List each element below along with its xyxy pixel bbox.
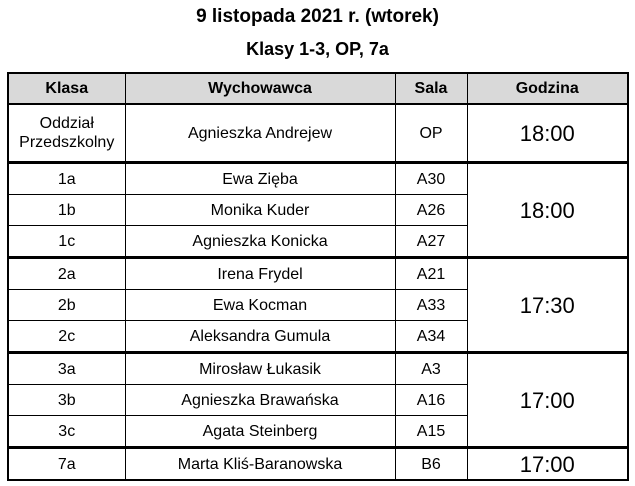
row: Oddział Przedszkolny Agnieszka Andrejew OP… (7, 103, 629, 163)
subtitle: Klasy 1-3, OP, 7a (246, 39, 389, 59)
row: 3b Agnieszka Brawańska A16 (7, 384, 628, 416)
row: 1b Monika Kuder A26 (7, 194, 628, 226)
cell: Marta Kliś-Baranowska (124, 446, 396, 481)
cell: A34 (394, 320, 468, 353)
row: 3a Mirosław Łukasik A3 17:00 (7, 351, 629, 448)
cell: A15 (394, 415, 468, 448)
cell: Aleksandra Gumula (124, 320, 396, 353)
cell: Mirosław Łukasik (124, 351, 396, 385)
cell: Ewa Zięba (124, 161, 396, 195)
cell: 7a (7, 446, 126, 481)
cell: 1a (7, 161, 126, 195)
column-header: Klasa (7, 72, 126, 105)
time-cell: 17:30 (466, 256, 629, 353)
cell: Ewa Kocman (124, 289, 396, 321)
cell: Agata Steinberg (124, 415, 396, 448)
time-cell: 17:00 (466, 351, 629, 448)
cell: OP (394, 103, 468, 163)
cell: 2a (7, 256, 126, 290)
cell: 3b (7, 384, 126, 416)
column-header: Sala (394, 72, 468, 105)
cell: 3c (7, 415, 126, 448)
cell: B6 (394, 446, 468, 481)
row: 1c Agnieszka Konicka A27 (7, 225, 628, 258)
cell: Oddział Przedszkolny (7, 103, 126, 163)
cell: Agnieszka Konicka (124, 225, 396, 258)
cell: Agnieszka Andrejew (124, 103, 396, 163)
row: 1a Ewa Zięba A30 18:00 (7, 161, 629, 258)
time-cell: 18:00 (466, 161, 629, 258)
cell: A3 (394, 351, 468, 385)
row: 3c Agata Steinberg A15 (7, 415, 628, 448)
time-cell: 18:00 (466, 103, 629, 163)
cell: A30 (394, 161, 468, 195)
cell: A33 (394, 289, 468, 321)
header-row: Klasa Wychowawca Sala Godzina (7, 72, 629, 105)
row: 2c Aleksandra Gumula A34 (7, 320, 628, 353)
cell: 2b (7, 289, 126, 321)
column-header: Godzina (466, 72, 629, 105)
schedule-table: Klasa Wychowawca Sala Godzina Oddział Przed… (7, 72, 629, 481)
cell: Irena Frydel (124, 256, 396, 290)
cell: 1c (7, 225, 126, 258)
cell: 1b (7, 194, 126, 226)
cell: Agnieszka Brawańska (124, 384, 396, 416)
column-header: Wychowawca (124, 72, 396, 105)
row: 7a Marta Kliś-Baranowska B6 17:00 (7, 446, 629, 481)
title: 9 listopada 2021 r. (wtorek) (196, 6, 439, 27)
cell: Monika Kuder (124, 194, 396, 226)
row: 2b Ewa Kocman A33 (7, 289, 628, 321)
cell: 2c (7, 320, 126, 353)
cell: A27 (394, 225, 468, 258)
cell: 3a (7, 351, 126, 385)
cell: A21 (394, 256, 468, 290)
cell: A16 (394, 384, 468, 416)
cell: A26 (394, 194, 468, 226)
row: 2a Irena Frydel A21 17:30 (7, 256, 629, 353)
time-cell: 17:00 (466, 446, 629, 481)
